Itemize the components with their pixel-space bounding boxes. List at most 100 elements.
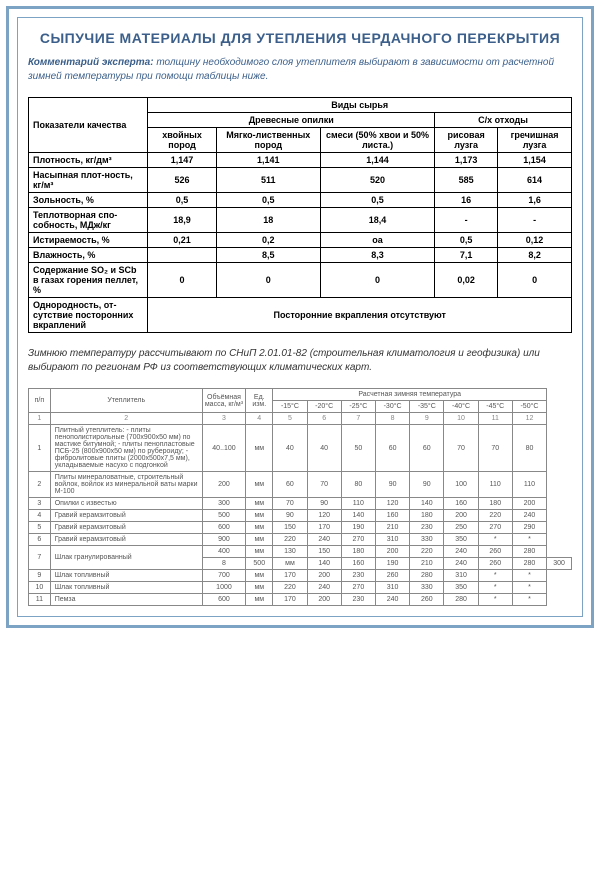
t2-cell: 170: [273, 594, 307, 606]
t2-numcell: 7: [341, 413, 375, 425]
t1-col: гречишная лузга: [498, 128, 572, 153]
t2-cell: 170: [273, 570, 307, 582]
t2-mat-name: Шлак топливный: [50, 582, 202, 594]
t2-mat-name: Пемза: [50, 594, 202, 606]
t1-cell: -: [498, 208, 572, 233]
t2-cell: 260: [375, 570, 409, 582]
t2-cell: 90: [307, 498, 341, 510]
t2-mass: 40..100: [202, 425, 245, 472]
t2-unit: мм: [273, 558, 307, 570]
t2-cell: 160: [444, 498, 478, 510]
t2-cell: 280: [512, 558, 546, 570]
t2-numcell: 3: [202, 413, 245, 425]
t2-row-num: 6: [29, 534, 51, 546]
t2-cell: 110: [478, 472, 512, 498]
t1-cell: 0,02: [435, 263, 498, 298]
t2-temp-col: -20°C: [307, 401, 341, 413]
t1-cell: 0,5: [320, 193, 434, 208]
t1-cell: 0,5: [216, 193, 320, 208]
t2-row-num: 3: [29, 498, 51, 510]
t2-h-temp: Расчетная зимняя температура: [273, 389, 547, 401]
t2-cell: 70: [478, 425, 512, 472]
t2-cell: 170: [307, 522, 341, 534]
t2-mass: 400: [202, 546, 245, 558]
t2-mat-name: Гравий керамзитовый: [50, 534, 202, 546]
t2-unit: мм: [246, 425, 273, 472]
t1-cell: 0,5: [435, 233, 498, 248]
t1-h-quality: Показатели качества: [29, 98, 148, 153]
t2-mass: 900: [202, 534, 245, 546]
t2-cell: *: [512, 534, 546, 546]
t1-cell: 1,141: [216, 153, 320, 168]
t2-row-num: 2: [29, 472, 51, 498]
t2-numcell: 9: [410, 413, 444, 425]
t2-cell: 200: [512, 498, 546, 510]
t2-cell: 90: [410, 472, 444, 498]
t1-row-label: Теплотворная спо-собность, МДж/кг: [29, 208, 148, 233]
t1-cell: 585: [435, 168, 498, 193]
t2-cell: 100: [444, 472, 478, 498]
t2-mass: 500: [202, 510, 245, 522]
t2-unit: мм: [246, 498, 273, 510]
t2-row-num: 11: [29, 594, 51, 606]
t2-mass: 700: [202, 570, 245, 582]
t2-mat-name: Опилки с известью: [50, 498, 202, 510]
t2-cell: 40: [273, 425, 307, 472]
t2-cell: 40: [307, 425, 341, 472]
t2-cell: 240: [444, 546, 478, 558]
t2-row-num: 7: [29, 546, 51, 570]
t2-cell: 200: [444, 510, 478, 522]
t2-temp-col: -40°C: [444, 401, 478, 413]
t2-cell: *: [478, 570, 512, 582]
t2-cell: 330: [410, 582, 444, 594]
t1-row-label: Насыпная плот-ность, кг/м³: [29, 168, 148, 193]
t2-unit: мм: [246, 546, 273, 558]
t1-cell: 18,4: [320, 208, 434, 233]
t2-mat-name: Плитный утеплитель: - плиты пенополистир…: [50, 425, 202, 472]
t2-temp-col: -25°C: [341, 401, 375, 413]
t2-cell: 210: [410, 558, 444, 570]
t2-cell: 240: [307, 534, 341, 546]
t1-cell: 8,3: [320, 248, 434, 263]
t1-cell: 18,9: [148, 208, 216, 233]
t2-cell: 260: [478, 558, 512, 570]
t2-unit: мм: [246, 510, 273, 522]
t1-row-label: Плотность, кг/дм³: [29, 153, 148, 168]
t1-cell: 0,21: [148, 233, 216, 248]
t2-numcell: 6: [307, 413, 341, 425]
t2-cell: *: [512, 582, 546, 594]
t1-h-agri: С/х отходы: [435, 113, 572, 128]
t1-h-sawdust: Древесные опилки: [148, 113, 435, 128]
t2-cell: 50: [341, 425, 375, 472]
t2-row-num: 8: [202, 558, 245, 570]
t1-row-label: Содержание SO₂ и SCb в газах горения пел…: [29, 263, 148, 298]
t2-mass: 200: [202, 472, 245, 498]
t2-cell: 240: [307, 582, 341, 594]
t2-cell: 260: [478, 546, 512, 558]
inner-frame: СЫПУЧИЕ МАТЕРИАЛЫ ДЛЯ УТЕПЛЕНИЯ ЧЕРДАЧНО…: [17, 17, 583, 617]
t1-cell: 520: [320, 168, 434, 193]
t2-mass: 600: [202, 594, 245, 606]
t1-cell: [148, 248, 216, 263]
t2-numcell: 5: [273, 413, 307, 425]
t1-homog-value: Посторонние вкрапления отсутствуют: [148, 298, 572, 333]
t2-cell: 230: [341, 570, 375, 582]
t2-cell: 80: [341, 472, 375, 498]
t2-cell: 240: [375, 594, 409, 606]
t2-cell: 60: [410, 425, 444, 472]
t2-unit: мм: [246, 570, 273, 582]
t2-row-num: 5: [29, 522, 51, 534]
t2-cell: 180: [410, 510, 444, 522]
t2-cell: 270: [341, 534, 375, 546]
expert-comment: Комментарий эксперта: толщину необходимо…: [28, 56, 572, 83]
t1-homog-label: Однородность, от-сутствие посторонних вк…: [29, 298, 148, 333]
t1-col: хвойных пород: [148, 128, 216, 153]
t2-unit: мм: [246, 594, 273, 606]
t2-temp-col: -35°C: [410, 401, 444, 413]
t1-cell: 0: [320, 263, 434, 298]
t2-cell: 60: [273, 472, 307, 498]
t2-mat-name: Гравий керамзитовый: [50, 510, 202, 522]
t1-cell: 1,147: [148, 153, 216, 168]
t1-cell: 526: [148, 168, 216, 193]
t1-cell: 0: [498, 263, 572, 298]
